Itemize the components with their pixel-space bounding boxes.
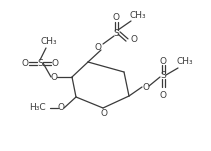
Text: S: S <box>160 72 166 80</box>
Text: CH₃: CH₃ <box>41 37 57 45</box>
Text: O: O <box>100 109 107 119</box>
Text: CH₃: CH₃ <box>177 58 193 66</box>
Text: O: O <box>22 58 28 67</box>
Text: O: O <box>50 72 58 82</box>
Text: O: O <box>95 42 101 51</box>
Text: S: S <box>37 58 43 67</box>
Text: O: O <box>160 90 166 100</box>
Text: O: O <box>142 82 150 92</box>
Text: O: O <box>58 103 65 112</box>
Text: O: O <box>112 13 119 22</box>
Text: O: O <box>130 35 138 45</box>
Text: S: S <box>113 29 119 37</box>
Text: H₃C: H₃C <box>29 103 45 112</box>
Text: O: O <box>160 56 166 66</box>
Text: O: O <box>51 58 58 67</box>
Text: CH₃: CH₃ <box>130 11 146 19</box>
